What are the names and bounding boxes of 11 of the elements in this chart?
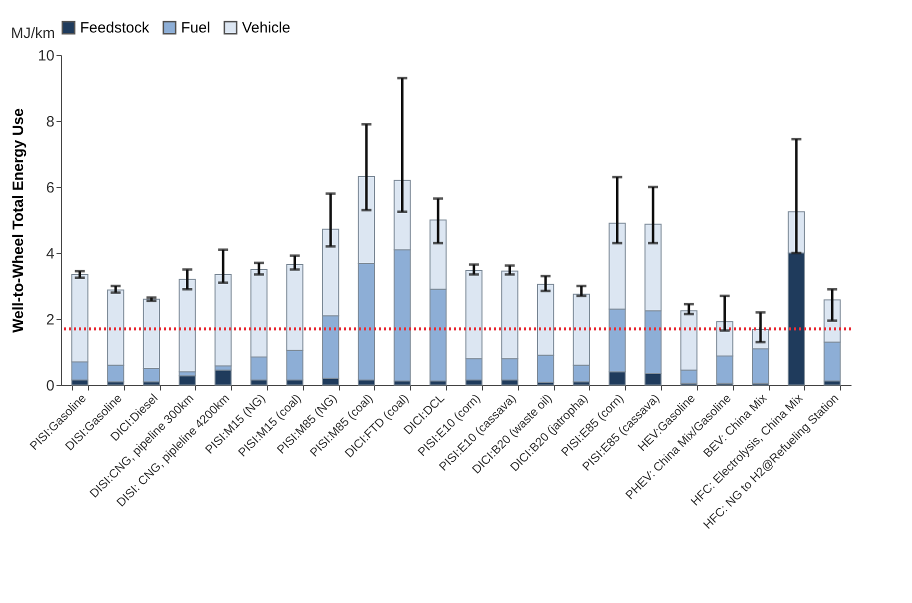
y-tick-label: 6 [46, 180, 54, 196]
y-tick-label: 10 [38, 48, 54, 64]
y-tick-label: 0 [46, 378, 54, 394]
y-axis-title: Well-to-Wheel Total Energy Use [10, 108, 27, 333]
text: MJ/km [10, 25, 55, 42]
y-tick-label: 8 [46, 114, 54, 130]
y-tick-label: 2 [46, 312, 54, 328]
legend-label: Vehicle [242, 20, 290, 37]
legend-label: Feedstock [80, 20, 150, 37]
legend-label: Fuel [181, 20, 210, 37]
y-tick-label: 4 [46, 246, 54, 262]
